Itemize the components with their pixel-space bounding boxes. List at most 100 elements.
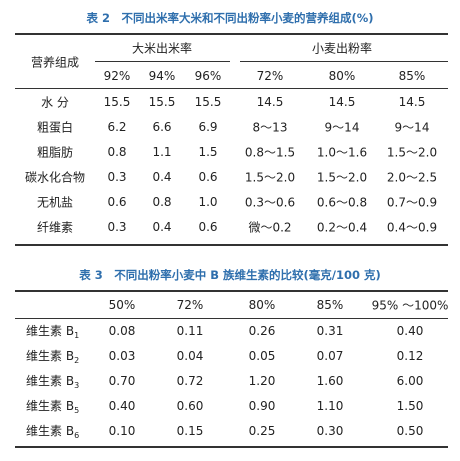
column-header: 72% [176,298,204,312]
cell: 0.08 [108,324,136,338]
cell: 0.3 [107,170,127,184]
cell: 15.5 [194,95,222,109]
cell: 0.50 [396,424,424,438]
cell: 1.5～2.0 [244,170,296,185]
subscript: 1 [74,331,80,341]
cell: 1.50 [396,399,424,413]
subscript: 6 [74,431,80,441]
row-label: 维生素 B1 [26,323,80,341]
cell: 1.1 [152,145,172,159]
column-header: 80% [248,298,276,312]
cell: 0.30 [316,424,344,438]
cell: 14.5 [398,95,426,109]
cell: 9～14 [394,120,430,135]
cell: 0.6 [198,170,218,184]
rule [15,33,448,35]
cell: 0.15 [176,424,204,438]
cell: 6.6 [152,120,172,134]
cell: 15.5 [148,95,176,109]
cell: 0.4 [152,220,172,234]
rule [95,61,230,62]
cell: 0.8 [107,145,127,159]
cell: 0.8～1.5 [244,145,296,160]
column-header: 92% [103,69,131,83]
cell: 0.25 [248,424,276,438]
corner-header: 营养组成 [30,55,80,70]
rule [15,290,448,292]
cell: 0.8 [152,195,172,209]
cell: 0.05 [248,349,276,363]
column-header: 96% [194,69,222,83]
column-header: 50% [108,298,136,312]
cell: 微～0.2 [248,220,292,235]
cell: 0.3 [107,220,127,234]
cell: 0.12 [396,349,424,363]
row-label: 无机盐 [36,195,74,210]
cell: 0.3～0.6 [244,195,296,210]
column-header: 94% [148,69,176,83]
cell: 6.2 [107,120,127,134]
cell: 0.6 [107,195,127,209]
cell: 0.31 [316,324,344,338]
cell: 14.5 [256,95,284,109]
rule [15,244,448,246]
cell: 0.11 [176,324,204,338]
cell: 15.5 [103,95,131,109]
cell: 6.00 [396,374,424,388]
cell: 1.0 [198,195,218,209]
row-label: 纤维素 [36,220,74,235]
column-header: 85% [398,69,426,83]
row-label: 水 分 [41,95,69,110]
rule [15,446,448,448]
table-title: 表 3 不同出粉率小麦中 B 族维生素的比较(毫克/100 克) [79,268,381,282]
row-label: 维生素 B5 [26,398,80,416]
cell: 0.26 [248,324,276,338]
cell: 1.5～2.0 [386,145,438,160]
row-label: 维生素 B2 [26,348,80,366]
cell: 0.2～0.4 [316,220,368,235]
row-label: 维生素 B3 [26,373,80,391]
cell: 0.40 [396,324,424,338]
column-header: 95% ～100% [371,298,449,313]
cell: 0.03 [108,349,136,363]
column-header: 80% [328,69,356,83]
cell: 1.5～2.0 [316,170,368,185]
cell: 0.4～0.9 [386,220,438,235]
cell: 1.60 [316,374,344,388]
cell: 0.60 [176,399,204,413]
cell: 0.90 [248,399,276,413]
cell: 14.5 [328,95,356,109]
cell: 0.40 [108,399,136,413]
row-label: 维生素 B6 [26,423,80,441]
cell: 0.6 [198,220,218,234]
rule [15,318,448,319]
cell: 9～14 [324,120,360,135]
cell: 1.0～1.6 [316,145,368,160]
rule [240,61,448,62]
column-header: 85% [316,298,344,312]
subscript: 5 [74,406,80,416]
column-header: 72% [256,69,284,83]
cell: 0.72 [176,374,204,388]
subscript: 2 [74,356,80,366]
cell: 0.04 [176,349,204,363]
cell: 6.9 [198,120,218,134]
subscript: 3 [74,381,80,391]
cell: 0.6～0.8 [316,195,368,210]
cell: 0.7～0.9 [386,195,438,210]
cell: 0.07 [316,349,344,363]
cell: 0.4 [152,170,172,184]
rule [15,88,448,89]
cell: 0.70 [108,374,136,388]
group-header: 大米出米率 [131,41,193,56]
row-label: 碳水化合物 [24,170,86,185]
cell: 1.20 [248,374,276,388]
cell: 8～13 [252,120,288,135]
cell: 0.10 [108,424,136,438]
group-header: 小麦出粉率 [311,41,373,56]
table-title: 表 2 不同出米率大米和不同出粉率小麦的营养组成(%) [86,11,374,25]
cell: 1.5 [198,145,218,159]
row-label: 粗脂肪 [36,145,74,160]
cell: 1.10 [316,399,344,413]
